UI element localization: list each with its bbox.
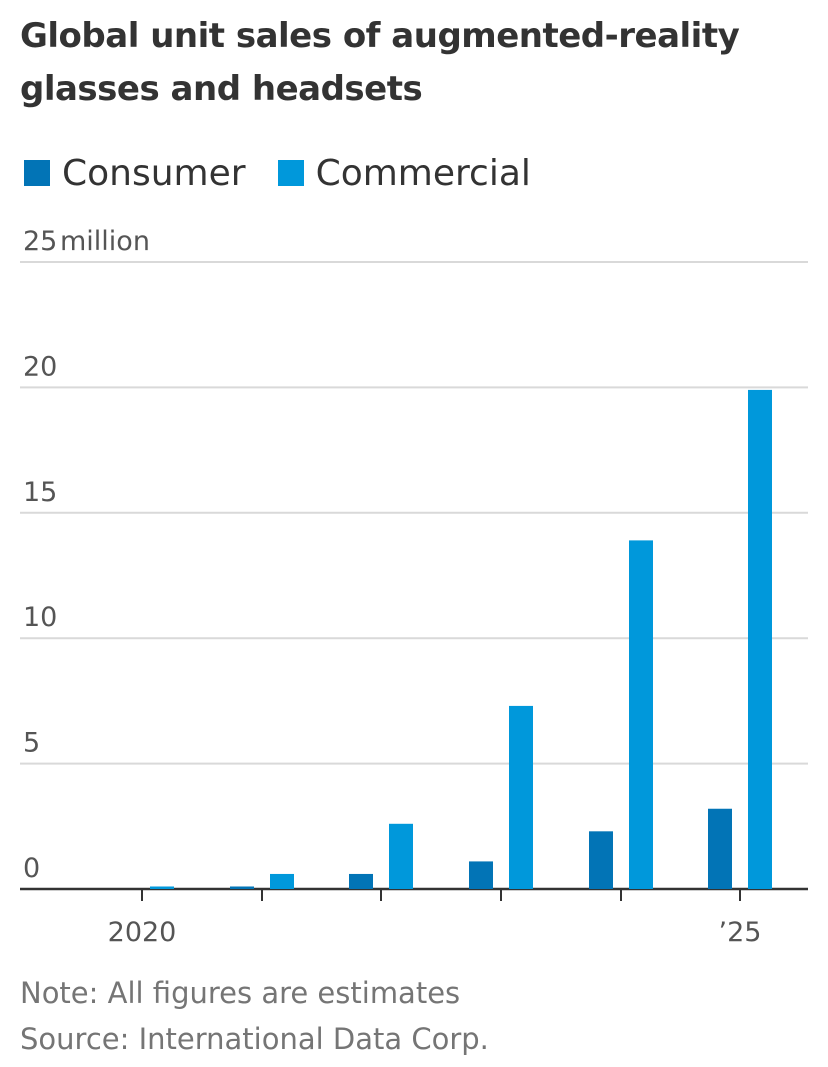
legend-swatch-consumer xyxy=(24,160,50,186)
bar-consumer-2024 xyxy=(589,831,613,889)
y-tick-label-10: 10 xyxy=(23,602,57,633)
bar-consumer-2021 xyxy=(230,886,254,889)
x-tick-label-2020: 2020 xyxy=(108,917,177,948)
legend-item-consumer: Consumer xyxy=(24,153,246,194)
chart-title: Global unit sales of augmented-reality g… xyxy=(20,16,740,109)
bar-commercial-2022 xyxy=(389,823,413,889)
bar-commercial-2024 xyxy=(629,540,653,889)
source-text: Source: International Data Corp. xyxy=(20,1022,489,1056)
legend-swatch-commercial xyxy=(277,160,304,186)
legend-label-consumer: Consumer xyxy=(62,152,246,194)
x-tick-label-2025: ’25 xyxy=(719,917,762,948)
legend-item-commercial: Commercial xyxy=(277,152,531,194)
bar-commercial-2025 xyxy=(748,389,772,889)
bar-chart: 0 5 10 15 20 25 million 2020 ’25 xyxy=(20,226,808,948)
bar-consumer-2022 xyxy=(349,873,373,889)
bar-commercial-2020 xyxy=(150,886,174,889)
y-tick-label-5: 5 xyxy=(23,728,40,759)
bar-consumer-2023 xyxy=(469,861,493,889)
bar-commercial-2023 xyxy=(509,705,533,889)
y-tick-label-25: 25 xyxy=(23,226,57,257)
y-tick-label-20: 20 xyxy=(23,351,57,382)
note-text: Note: All figures are estimates xyxy=(20,976,461,1010)
y-axis-unit-label: million xyxy=(60,226,150,257)
legend-label-commercial: Commercial xyxy=(315,152,531,194)
bar-commercial-2021 xyxy=(270,873,294,889)
legend: Consumer Commercial xyxy=(24,150,563,196)
bar-consumer-2025 xyxy=(708,808,732,889)
y-tick-label-15: 15 xyxy=(23,477,57,508)
y-tick-label-0: 0 xyxy=(23,853,40,884)
